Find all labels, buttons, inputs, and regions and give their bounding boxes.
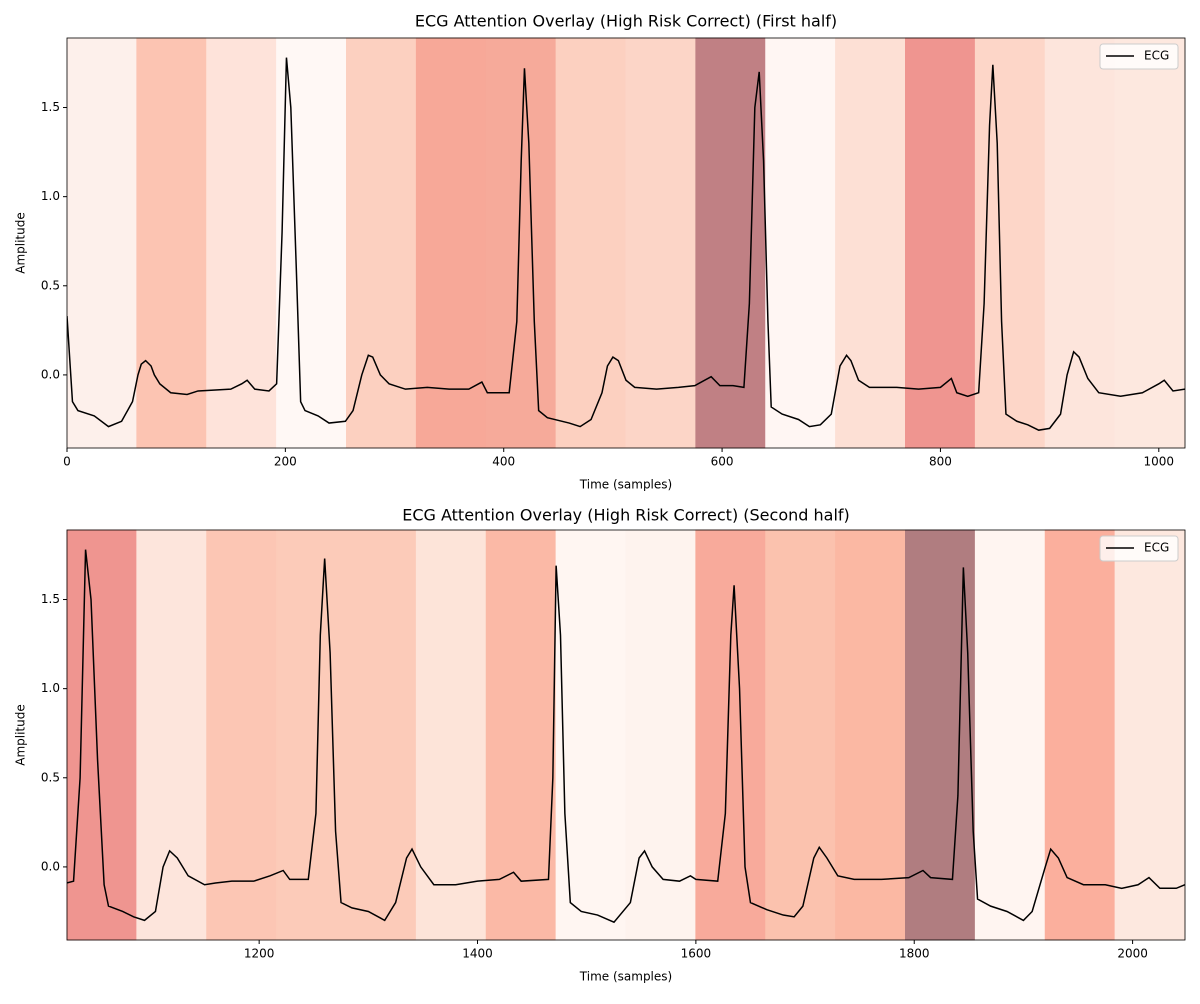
- x-tick-label: 1600: [681, 947, 712, 961]
- chart-title: ECG Attention Overlay (High Risk Correct…: [415, 12, 837, 31]
- attention-band: [346, 529, 417, 941]
- x-tick-label: 600: [711, 455, 734, 469]
- subplot: 1200 1400 1600 1800 2000 0.0 0.5 1.0 1.5 ECG ECG A…: [14, 506, 1186, 984]
- y-tick-label: 0.5: [41, 278, 60, 292]
- x-tick-label: 0: [63, 455, 71, 469]
- y-tick-label: 0.0: [41, 859, 60, 873]
- x-axis-label: Time (samples): [579, 478, 672, 492]
- attention-band: [346, 37, 417, 449]
- attention-band: [276, 529, 347, 941]
- y-axis-label: Amplitude: [14, 704, 28, 766]
- ecg-line: [67, 549, 1185, 924]
- y-tick-label: 0.5: [41, 770, 60, 784]
- attention-band: [555, 529, 627, 941]
- x-tick-label: 1400: [462, 947, 493, 961]
- attention-band: [695, 529, 767, 941]
- y-tick-label: 1.0: [41, 189, 60, 203]
- x-tick-label: 800: [929, 455, 952, 469]
- attention-band: [835, 37, 906, 449]
- chart-title: ECG Attention Overlay (High Risk Correct…: [402, 506, 850, 525]
- x-axis-label: Time (samples): [579, 970, 672, 984]
- y-axis-label: Amplitude: [14, 212, 28, 274]
- x-tick-label: 1200: [244, 947, 275, 961]
- attention-band: [485, 529, 557, 941]
- x-tick-label: 1800: [899, 947, 930, 961]
- attention-band: [765, 37, 837, 449]
- attention-band: [415, 529, 487, 941]
- attention-band: [415, 37, 487, 449]
- y-tick-label: 1.5: [41, 592, 60, 606]
- attention-band: [835, 529, 906, 941]
- legend-label: ECG: [1144, 541, 1169, 555]
- attention-band: [276, 37, 347, 449]
- attention-band: [136, 529, 208, 941]
- attention-band: [66, 37, 138, 449]
- subplot: 0 200 400 600 800 1000 0.0 0.5 1.0 1.5 ECG ECG Atte…: [14, 12, 1186, 492]
- axes-frame: [66, 37, 1186, 449]
- legend-box: [1099, 535, 1179, 562]
- attention-band: [905, 529, 976, 941]
- legend-box: [1099, 43, 1179, 70]
- y-tick-label: 0.0: [41, 367, 60, 381]
- attention-band: [765, 529, 837, 941]
- attention-band: [485, 37, 557, 449]
- attention-band: [206, 529, 278, 941]
- x-tick-label: 2000: [1117, 947, 1148, 961]
- y-tick-label: 1.5: [41, 100, 60, 114]
- attention-band: [206, 37, 278, 449]
- attention-band: [1114, 37, 1186, 449]
- attention-band: [555, 37, 627, 449]
- x-tick-label: 1000: [1144, 455, 1175, 469]
- attention-band: [625, 37, 697, 449]
- attention-band: [974, 37, 1046, 449]
- axes-frame: [66, 529, 1186, 941]
- attention-band: [1044, 529, 1116, 941]
- x-tick-label: 200: [274, 455, 297, 469]
- attention-band: [136, 37, 208, 449]
- attention-band: [66, 529, 138, 941]
- ecg-line: [67, 57, 1185, 431]
- attention-band: [1044, 37, 1116, 449]
- attention-band: [974, 529, 1046, 941]
- y-tick-label: 1.0: [41, 681, 60, 695]
- legend-label: ECG: [1144, 49, 1169, 63]
- x-tick-label: 400: [492, 455, 515, 469]
- attention-band: [695, 37, 767, 449]
